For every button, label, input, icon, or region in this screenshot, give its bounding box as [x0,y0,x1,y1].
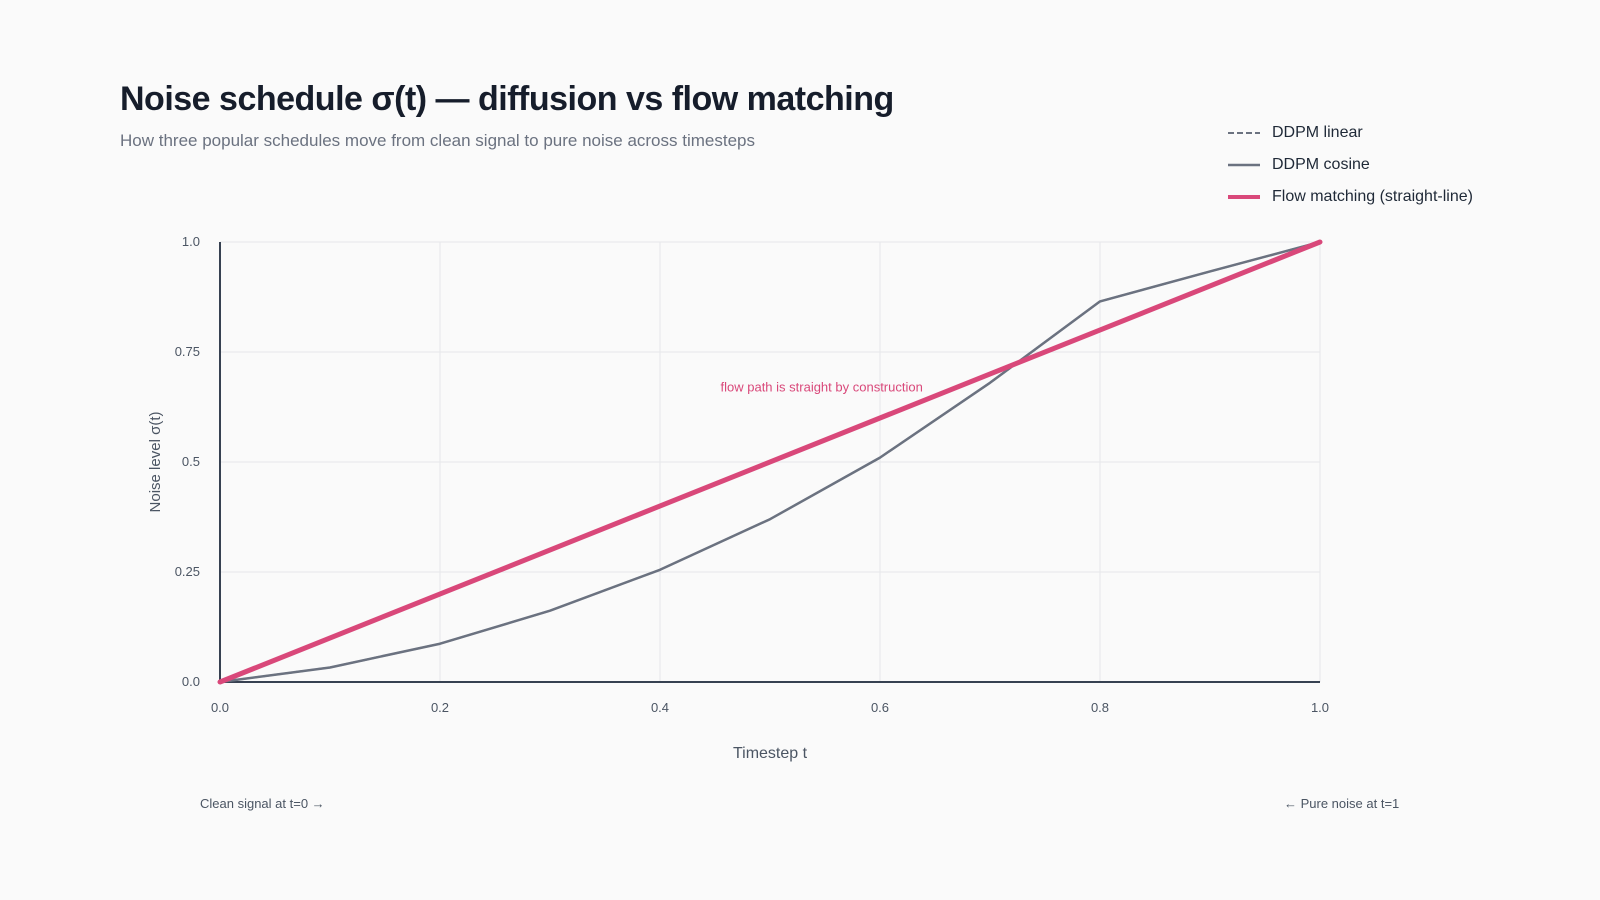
footnote-pure-noise: ← Pure noise at t=1 [1284,796,1400,811]
legend-item-flow-matching: Flow matching (straight-line) [1228,181,1473,213]
x-axis-label: Timestep t [733,745,808,762]
chart-subtitle: How three popular schedules move from cl… [120,131,755,150]
legend-label-ddpm-linear: DDPM linear [1272,124,1363,141]
annotation-flow-path: flow path is straight by construction [721,380,923,395]
chart-title: Noise schedule σ(t) — diffusion vs flow … [120,80,894,118]
series-line-flow-matching-straight-line [217,239,1323,685]
y-axis-label: Noise level σ(t) [147,412,164,513]
x-tick-label-5: 1.0 [1311,700,1329,715]
x-tick-label-3: 0.6 [871,700,889,715]
legend-label-ddpm-cosine: DDPM cosine [1272,156,1370,173]
legend-swatch-ddpm-linear [1228,128,1260,138]
x-tick-label-0: 0.0 [211,700,229,715]
y-tick-label-3: 0.75 [175,344,200,359]
legend-swatch-ddpm-cosine [1228,160,1260,170]
legend-item-ddpm-cosine: DDPM cosine [1228,149,1473,181]
x-tick-label-2: 0.4 [651,700,669,715]
legend-swatch-flow-matching [1228,192,1260,202]
x-tick-label-1: 0.2 [431,700,449,715]
legend-item-ddpm-linear: DDPM linear [1228,117,1473,149]
y-tick-label-1: 0.25 [175,564,200,579]
series-line-ddpm-cosine [218,240,1322,684]
legend: DDPM linear DDPM cosine Flow matching (s… [1228,117,1473,213]
y-tick-label-0: 0.0 [182,674,200,689]
y-tick-label-4: 1.0 [182,234,200,249]
footnote-clean-signal: Clean signal at t=0 → [200,796,325,811]
y-tick-label-2: 0.5 [182,454,200,469]
legend-label-flow-matching: Flow matching (straight-line) [1272,188,1473,205]
x-tick-label-4: 0.8 [1091,700,1109,715]
